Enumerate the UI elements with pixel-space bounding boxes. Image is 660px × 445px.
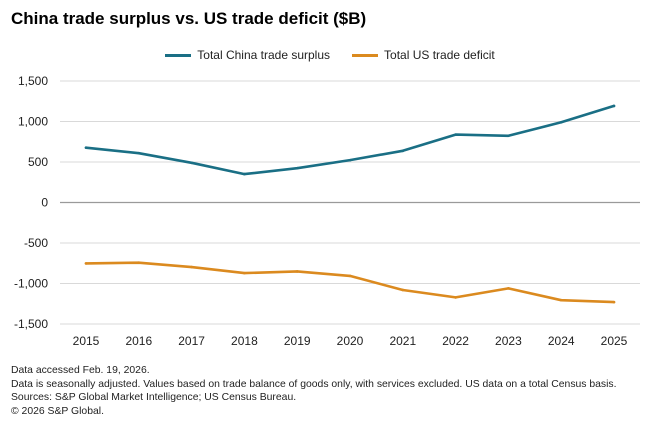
x-tick-label: 2017	[178, 334, 205, 348]
x-tick-label: 2020	[337, 334, 364, 348]
legend-item-us: Total US trade deficit	[352, 48, 495, 62]
y-tick-label: 1,000	[18, 115, 48, 129]
data-point-china	[507, 134, 510, 138]
data-point-us	[401, 288, 405, 292]
chart-title: China trade surplus vs. US trade deficit…	[11, 9, 367, 28]
x-tick-label: 2021	[389, 334, 416, 348]
footnote-accessed: Data accessed Feb. 19, 2026.	[11, 365, 150, 376]
data-point-china	[295, 166, 299, 170]
x-tick-label: 2025	[601, 334, 628, 348]
y-tick-label: 1,500	[18, 74, 48, 88]
data-point-us	[295, 270, 299, 273]
x-tick-label: 2019	[284, 334, 311, 348]
x-tick-label: 2022	[442, 334, 469, 348]
line-chart: 1,500 1,000 500 0 -500 -1,000 -1,500 2015 2016 20…	[14, 74, 640, 348]
data-point-us	[612, 300, 616, 304]
x-tick-label: 2015	[73, 334, 100, 348]
data-point-china	[348, 158, 352, 162]
x-tick-label: 2016	[125, 334, 152, 348]
data-point-us	[348, 274, 352, 278]
data-point-china	[454, 133, 457, 136]
y-tick-label: 500	[28, 155, 48, 169]
legend-swatch-us	[352, 53, 379, 57]
data-point-china	[401, 149, 405, 153]
footnote-methodology: Data is seasonally adjusted. Values base…	[11, 378, 617, 390]
legend-label-china: Total China trade surplus	[197, 48, 331, 62]
data-point-us	[190, 265, 193, 269]
data-point-us	[243, 271, 246, 275]
data-point-us	[84, 262, 88, 265]
data-point-us	[454, 296, 457, 299]
data-point-china	[84, 146, 88, 149]
series-line-china	[84, 104, 616, 176]
legend-item-china: Total China trade surplus	[165, 48, 330, 62]
y-tick-label: -500	[24, 236, 48, 250]
footnote-copyright: © 2026 S&P Global.	[11, 405, 104, 417]
data-point-us	[559, 298, 563, 302]
y-tick-label: -1,000	[14, 277, 48, 291]
legend-swatch-china	[165, 53, 192, 57]
legend-label-us: Total US trade deficit	[384, 48, 495, 62]
x-tick-label: 2018	[231, 334, 258, 348]
footnotes: Data accessed Feb. 19, 2026. Data is sea…	[11, 364, 651, 418]
chart-legend: Total China trade surplus Total US trade…	[0, 46, 660, 64]
data-point-china	[190, 161, 193, 165]
y-tick-label: -1,500	[14, 317, 48, 331]
data-point-us	[137, 261, 141, 264]
data-point-china	[612, 104, 616, 108]
y-tick-label: 0	[41, 196, 48, 210]
data-point-china	[559, 121, 563, 124]
data-point-china	[243, 172, 246, 176]
data-point-china	[137, 151, 141, 155]
series-line-us	[84, 261, 616, 304]
data-point-us	[507, 287, 510, 290]
x-tick-label: 2024	[548, 334, 575, 348]
x-tick-label: 2023	[495, 334, 522, 348]
footnote-sources: Sources: S&P Global Market Intelligence;…	[11, 392, 297, 403]
